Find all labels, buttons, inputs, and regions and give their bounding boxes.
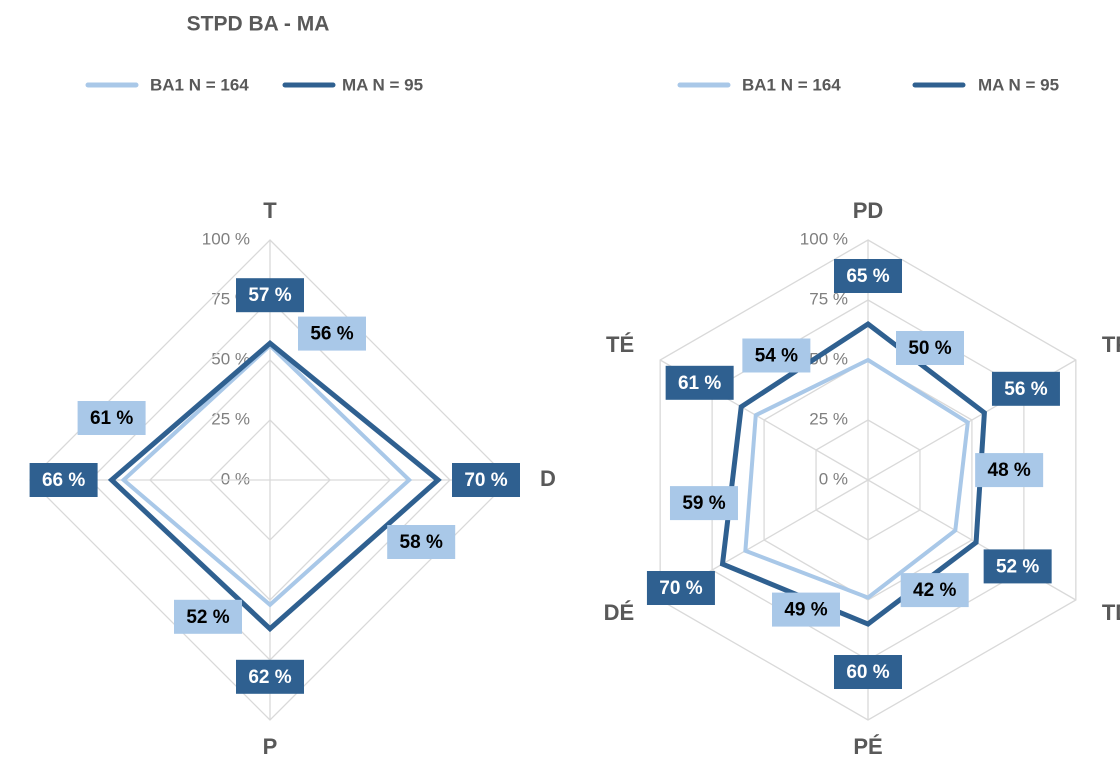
value-label: 56 % xyxy=(310,324,353,345)
category-label: TD xyxy=(1102,600,1120,625)
category-label: PÉ xyxy=(853,734,882,759)
value-label-box xyxy=(77,401,146,435)
category-label: DÉ xyxy=(604,600,635,625)
value-label-box xyxy=(665,365,734,400)
category-label: T xyxy=(263,198,277,223)
value-label: 52 % xyxy=(186,607,229,628)
value-label-box xyxy=(834,655,902,689)
tick-label: 100 % xyxy=(800,229,848,248)
value-label-box xyxy=(772,592,840,627)
category-label: D xyxy=(540,466,556,491)
category-label: TÉ xyxy=(606,332,634,357)
tick-label: 75 % xyxy=(809,289,848,308)
tick-label: 50 % xyxy=(211,349,250,368)
tick-label: 100 % xyxy=(202,229,250,248)
tick-label: 25 % xyxy=(211,409,250,428)
value-label: 61 % xyxy=(678,373,721,394)
value-label: 52 % xyxy=(996,556,1039,577)
series-line xyxy=(743,357,970,600)
value-label: 57 % xyxy=(248,285,291,306)
value-label-box xyxy=(983,549,1052,584)
legend-label: BA1 N = 164 xyxy=(150,75,249,94)
tick-label: 0 % xyxy=(819,469,848,488)
legend-label: BA1 N = 164 xyxy=(742,75,841,94)
value-label: 58 % xyxy=(400,532,443,553)
value-label-box xyxy=(900,573,969,608)
value-label: 50 % xyxy=(908,338,951,359)
value-label-box xyxy=(834,259,902,293)
category-label: TP xyxy=(1102,332,1120,357)
category-label: PD xyxy=(853,198,884,223)
series-line xyxy=(120,342,413,608)
value-label-box xyxy=(452,463,520,497)
series-line xyxy=(719,320,987,627)
value-label: 48 % xyxy=(988,460,1031,481)
value-label: 56 % xyxy=(1004,379,1047,400)
value-label: 49 % xyxy=(784,600,827,621)
value-label: 54 % xyxy=(755,346,798,367)
value-label: 65 % xyxy=(846,266,889,287)
legend-label: MA N = 95 xyxy=(342,75,423,94)
value-label-box xyxy=(29,463,98,497)
tick-label: 25 % xyxy=(809,409,848,428)
legend-label: MA N = 95 xyxy=(978,75,1059,94)
value-label-box xyxy=(975,453,1044,488)
value-label-box xyxy=(646,571,715,605)
value-label: 61 % xyxy=(90,408,133,429)
value-label: 42 % xyxy=(913,580,956,601)
value-label-box xyxy=(896,331,964,365)
value-label-box xyxy=(298,316,366,351)
value-label: 66 % xyxy=(42,470,85,491)
series-line xyxy=(107,339,442,633)
value-label: 70 % xyxy=(659,578,702,599)
value-label: 59 % xyxy=(682,493,725,514)
value-label-box xyxy=(387,525,456,559)
value-label-box xyxy=(236,278,304,313)
value-label: 70 % xyxy=(464,470,507,491)
value-label: 60 % xyxy=(846,662,889,683)
category-label: P xyxy=(263,734,278,759)
value-label-box xyxy=(669,486,738,521)
chart-title: STPD BA - MA xyxy=(187,13,330,36)
value-label-box xyxy=(236,659,304,694)
value-label: 62 % xyxy=(248,667,291,688)
tick-label: 0 % xyxy=(221,469,250,488)
value-label-box xyxy=(742,338,811,373)
value-label-box xyxy=(991,371,1060,406)
value-label-box xyxy=(174,599,242,634)
